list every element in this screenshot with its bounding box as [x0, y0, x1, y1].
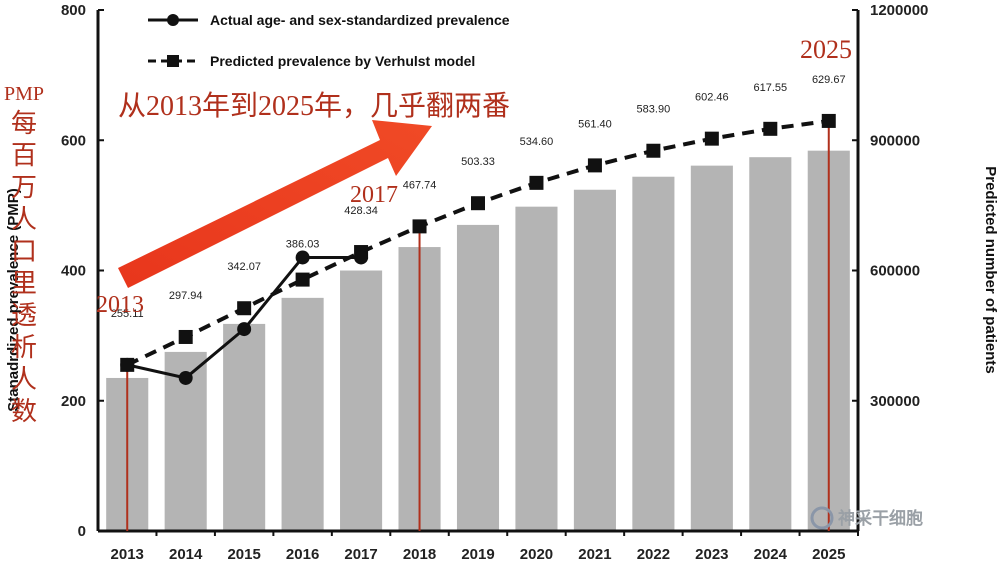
axes: 0 200 400 600 800 300000 600000 900000 1200000 20… [61, 2, 928, 563]
data-label-2025: 629.67 [812, 74, 846, 86]
legend-predicted-marker [167, 55, 179, 67]
pmp-chinese-char: 每 [11, 109, 37, 138]
actual-point-2013 [120, 357, 135, 372]
x-tick-label: 2013 [111, 546, 144, 563]
bar-2019 [456, 224, 500, 531]
predicted-point-2016 [295, 272, 310, 287]
trend-arrow-icon [118, 120, 432, 288]
predicted-point-2023 [704, 131, 719, 146]
watermark: 神采干细胞 [810, 506, 923, 530]
predicted-point-2024 [763, 121, 778, 136]
data-label-2013: 255.11 [111, 308, 144, 320]
bar-2015 [223, 323, 266, 531]
predicted-point-2014 [178, 329, 193, 344]
pmp-chinese-char: 人 [11, 365, 37, 394]
year-2025-annotation: 2025 [800, 35, 852, 64]
data-label-2016: 386.03 [286, 239, 320, 251]
x-tick-label: 2018 [403, 546, 436, 563]
actual-point-2017 [354, 250, 369, 265]
bar-2022 [632, 176, 675, 531]
x-tick-label: 2016 [286, 546, 319, 563]
predicted-point-2020 [529, 175, 544, 190]
data-label-2021: 561.40 [578, 118, 612, 130]
bar-2023 [690, 165, 733, 531]
watermark-logo-icon [810, 506, 834, 530]
predicted-point-2018 [412, 219, 427, 234]
y-tick-label: 200 [61, 393, 86, 410]
data-label-2014: 297.94 [169, 290, 203, 302]
y-tick-label: 0 [78, 523, 86, 540]
predicted-point-2022 [646, 143, 661, 158]
x-tick-label: 2015 [227, 546, 260, 563]
predicted-point-2015 [237, 301, 252, 316]
pmp-chinese-char: 析 [11, 333, 37, 362]
highlight-lines [126, 120, 830, 531]
predicted-point-2021 [587, 158, 602, 173]
bar-2016 [281, 297, 324, 531]
x-tick-label: 2024 [754, 546, 788, 563]
legend-actual-label: Actual age- and sex-standardized prevale… [210, 12, 510, 28]
y-tick-label: 800 [61, 2, 86, 19]
y2-tick-label: 1200000 [870, 2, 928, 19]
x-tick-label: 2021 [578, 546, 611, 563]
actual-point-2016 [295, 250, 310, 265]
pmp-chinese-char: 万 [11, 173, 37, 202]
pmp-chinese-char: 透 [11, 301, 37, 330]
bar-2017 [340, 270, 383, 531]
legend-actual-marker [167, 14, 179, 26]
data-label-2018: 467.74 [403, 179, 437, 191]
pmp-annotation: PMP [4, 83, 44, 105]
predicted-point-2025 [821, 113, 836, 128]
x-tick-label: 2014 [169, 546, 203, 563]
y-tick-label: 400 [61, 263, 86, 280]
data-label-2020: 534.60 [520, 136, 554, 148]
predicted-point-2019 [471, 196, 485, 211]
pmp-chinese-char: 人 [11, 205, 37, 234]
bar-2021 [573, 189, 616, 531]
actual-point-2015 [237, 322, 252, 337]
actual-point-2014 [178, 370, 193, 385]
y2-tick-label: 300000 [870, 393, 920, 410]
x-tick-label: 2025 [812, 546, 845, 563]
pmp-chinese-char: 数 [11, 397, 37, 426]
legend-predicted-label: Predicted prevalence by Verhulst model [210, 53, 475, 69]
pmp-chinese-char: 里 [11, 269, 37, 298]
data-label-2019: 503.33 [461, 156, 495, 168]
y2-tick-label: 900000 [870, 132, 920, 149]
year-2013-annotation: 2013 [96, 292, 144, 318]
data-labels: 255.11 297.94 342.07 386.03 428.34 467.74 503.… [111, 74, 846, 320]
bar-2020 [515, 206, 558, 532]
data-label-2015: 342.07 [227, 261, 261, 273]
x-tick-label: 2017 [344, 546, 377, 563]
bar-2024 [749, 157, 792, 531]
y2-axis-title: Predicted number of patients [982, 166, 999, 374]
y2-tick-label: 600000 [870, 263, 920, 280]
data-label-2017: 428.34 [344, 205, 378, 217]
x-tick-label: 2020 [520, 546, 553, 563]
series-lines [120, 113, 836, 385]
y-axis-title: Stanadrdized prevalence (PMP) [5, 188, 22, 411]
legend: Actual age- and sex-standardized prevale… [148, 12, 510, 69]
data-label-2022: 583.90 [637, 104, 671, 116]
watermark-text: 神采干细胞 [838, 508, 923, 529]
year-2017-annotation: 2017 [350, 182, 398, 208]
x-tick-label: 2023 [695, 546, 728, 563]
pmp-chinese-char: 口 [11, 237, 37, 266]
data-label-2023: 602.46 [695, 92, 729, 104]
headline-annotation: 从2013年到2025年，几乎翻两番 [118, 90, 510, 122]
x-tick-label: 2022 [637, 546, 670, 563]
x-tick-label: 2019 [461, 546, 494, 563]
y-tick-label: 600 [61, 132, 86, 149]
data-label-2024: 617.55 [753, 82, 787, 94]
pmp-chinese-char: 百 [11, 141, 37, 170]
